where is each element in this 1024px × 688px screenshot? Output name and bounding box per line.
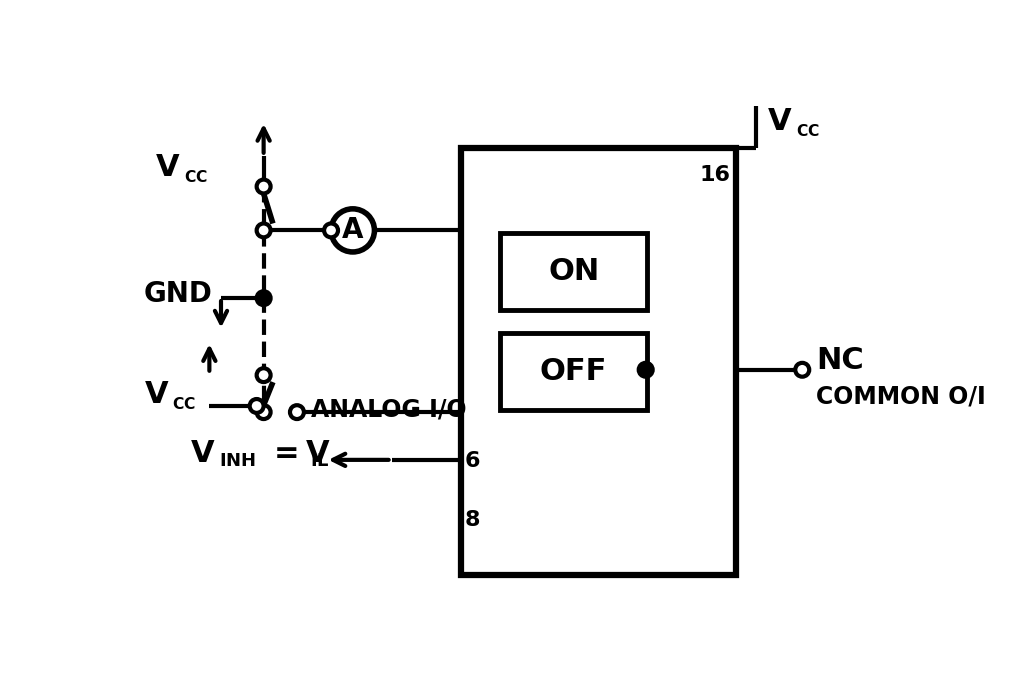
Circle shape — [257, 180, 270, 193]
Text: $\mathbf{=V}$: $\mathbf{=V}$ — [267, 439, 331, 469]
Text: NC: NC — [816, 346, 864, 375]
Text: $\mathbf{V}$: $\mathbf{V}$ — [767, 107, 793, 136]
Text: $\mathbf{IL}$: $\mathbf{IL}$ — [310, 453, 330, 471]
Text: $\mathbf{INH}$: $\mathbf{INH}$ — [219, 453, 256, 471]
Text: GND: GND — [143, 280, 212, 308]
Text: ON: ON — [548, 257, 599, 286]
Text: $\mathbf{V}$: $\mathbf{V}$ — [143, 380, 169, 409]
Circle shape — [250, 399, 263, 413]
Text: 16: 16 — [699, 165, 730, 185]
Circle shape — [257, 291, 270, 305]
Text: ANALOG I/O: ANALOG I/O — [311, 398, 467, 422]
Circle shape — [257, 405, 270, 419]
Text: $\mathbf{_{CC}}$: $\mathbf{_{CC}}$ — [796, 119, 820, 139]
Text: OFF: OFF — [540, 357, 607, 386]
Text: A: A — [342, 217, 364, 244]
Text: $\mathbf{_{CC}}$: $\mathbf{_{CC}}$ — [183, 165, 208, 185]
Circle shape — [796, 363, 809, 377]
Text: 6: 6 — [465, 451, 480, 471]
Circle shape — [331, 209, 375, 252]
Circle shape — [257, 224, 270, 237]
Text: $\mathbf{V}$: $\mathbf{V}$ — [155, 153, 180, 182]
Circle shape — [324, 224, 338, 237]
Bar — [461, 148, 736, 575]
Text: $\mathbf{_{CC}}$: $\mathbf{_{CC}}$ — [172, 392, 197, 412]
Bar — [500, 233, 647, 310]
Circle shape — [290, 405, 304, 419]
Circle shape — [257, 368, 270, 382]
Bar — [500, 333, 647, 410]
Text: $\mathbf{V}$: $\mathbf{V}$ — [190, 439, 215, 469]
Circle shape — [639, 363, 652, 377]
Text: 8: 8 — [465, 510, 480, 530]
Text: COMMON O/I: COMMON O/I — [816, 385, 986, 409]
